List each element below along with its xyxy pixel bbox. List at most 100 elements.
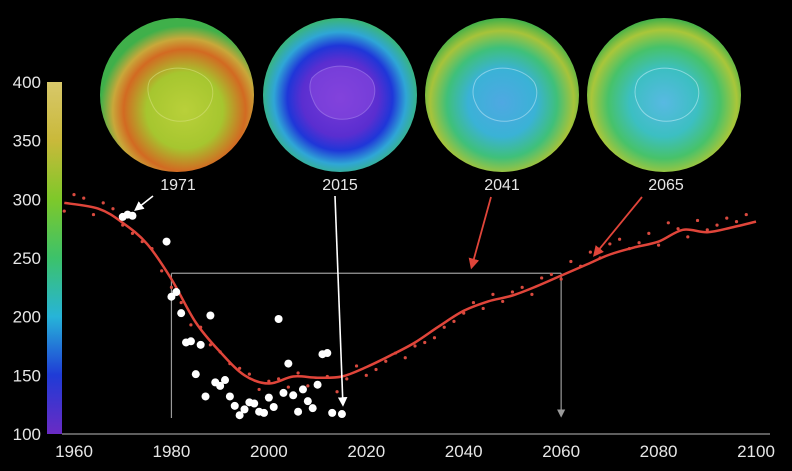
model-point — [306, 384, 310, 388]
observation-point — [294, 407, 303, 416]
model-point — [267, 379, 271, 383]
globe-2015: 2015 — [263, 18, 417, 194]
model-point — [530, 292, 534, 296]
model-point — [666, 221, 670, 225]
model-point — [345, 377, 349, 381]
observation-point — [186, 337, 195, 346]
x-tick-label: 2100 — [737, 442, 775, 461]
observation-point — [250, 399, 259, 408]
observation-point — [201, 392, 210, 401]
model-point — [686, 235, 690, 239]
observation-point — [240, 405, 249, 414]
observation-point — [284, 359, 293, 368]
antarctica-outline-2041 — [472, 67, 538, 122]
observation-point — [191, 370, 200, 379]
globe-disc-1971 — [100, 18, 254, 172]
observation-point — [221, 376, 230, 385]
model-point — [364, 373, 368, 377]
model-point — [189, 323, 193, 327]
observation-point — [172, 288, 181, 297]
observation-point — [298, 385, 307, 394]
observation-point — [269, 403, 278, 412]
antarctica-outline-1971 — [147, 67, 214, 122]
model-point — [160, 269, 164, 273]
globe-disc-2041 — [425, 18, 579, 172]
observation-point — [206, 311, 215, 320]
globe-year-label: 2015 — [322, 177, 358, 194]
model-point — [72, 193, 76, 197]
model-point — [540, 276, 544, 280]
model-point — [452, 319, 456, 323]
observation-point — [162, 237, 171, 246]
model-point — [286, 385, 290, 389]
model-point — [676, 227, 680, 231]
y-tick-label: 150 — [13, 366, 41, 385]
model-point — [549, 272, 554, 277]
model-point — [62, 209, 66, 213]
model-point — [277, 377, 281, 381]
model-point — [491, 292, 495, 296]
model-point — [247, 372, 251, 376]
model-point — [501, 299, 505, 304]
globe-2041: 2041 — [425, 18, 579, 194]
observation-point — [128, 211, 137, 220]
observation-point — [328, 408, 337, 417]
arrow-2065 — [593, 196, 643, 257]
model-point — [481, 306, 485, 311]
y-tick-label: 100 — [13, 425, 41, 444]
model-point — [403, 356, 407, 360]
y-tick-label: 250 — [13, 249, 41, 268]
arrow-2015 — [334, 195, 348, 407]
model-point — [608, 242, 612, 246]
model-points — [62, 193, 748, 394]
trend-line — [64, 201, 757, 385]
arrow-1971 — [134, 195, 154, 211]
x-tick-label: 1960 — [55, 442, 93, 461]
observation-point — [308, 404, 317, 413]
model-point — [82, 196, 86, 200]
model-point — [130, 231, 135, 235]
observation-point — [235, 411, 244, 420]
x-tick-label: 1980 — [153, 442, 191, 461]
model-point — [442, 325, 446, 329]
model-point — [257, 387, 261, 392]
observation-point — [264, 393, 273, 402]
model-point — [238, 366, 242, 370]
globe-2065: 2065 — [587, 18, 741, 194]
model-point — [111, 207, 115, 211]
model-point — [715, 223, 719, 227]
observation-point — [225, 392, 234, 401]
x-tick-label: 2020 — [347, 442, 385, 461]
model-point — [384, 359, 388, 363]
observation-points — [118, 210, 346, 420]
observation-point — [274, 315, 283, 324]
x-tick-label: 2040 — [445, 442, 483, 461]
model-point — [510, 290, 515, 294]
model-point — [169, 285, 174, 289]
globe-1971: 1971 — [100, 18, 254, 194]
observation-point — [230, 401, 239, 410]
globe-year-label: 1971 — [160, 177, 196, 194]
observation-point — [303, 397, 312, 406]
y-tick-label: 200 — [13, 308, 41, 327]
model-point — [101, 201, 105, 205]
arrow-2041 — [468, 196, 492, 270]
observation-point — [289, 391, 298, 400]
model-point — [559, 277, 563, 281]
model-point — [637, 241, 641, 245]
y-tick-labels: 100 150 200 250 300 350 400 — [13, 73, 41, 444]
model-point — [569, 259, 573, 264]
y-tick-label: 350 — [13, 132, 41, 151]
model-point — [179, 300, 183, 305]
colorbar-rect — [47, 82, 62, 434]
globe-disc-2065 — [587, 18, 741, 172]
x-tick-label: 2000 — [250, 442, 288, 461]
colorbar: 100 150 200 250 300 350 400 — [13, 73, 62, 444]
model-point — [618, 237, 622, 241]
model-point — [647, 231, 651, 235]
observation-point — [323, 349, 332, 358]
observation-point — [259, 408, 268, 417]
observation-point — [196, 340, 205, 349]
pointer-arrows — [134, 195, 643, 407]
model-point — [423, 340, 427, 345]
